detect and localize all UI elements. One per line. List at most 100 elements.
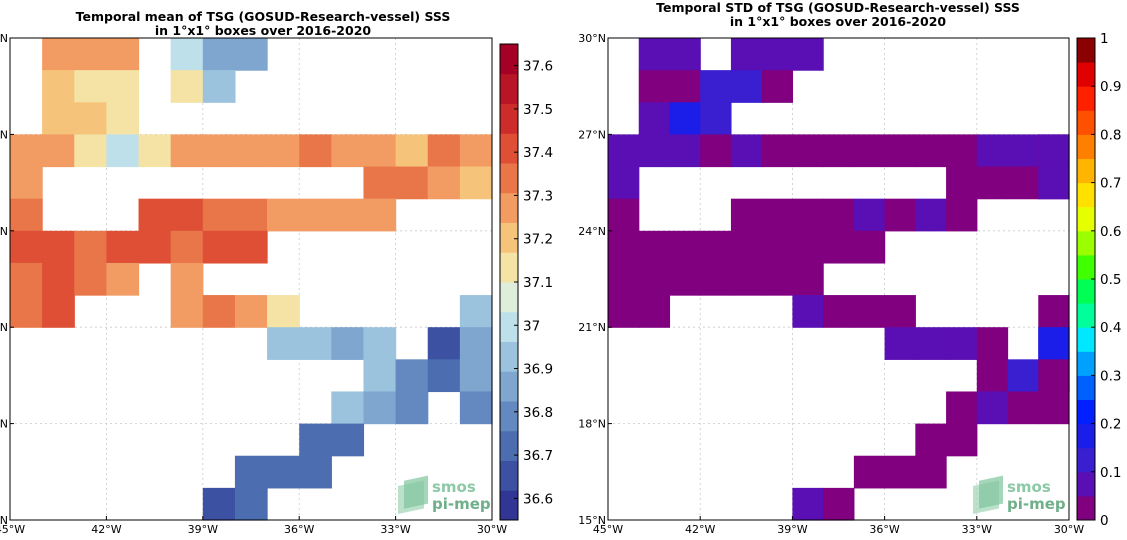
- mean-chart-title-line1: Temporal mean of TSG (GOSUD-Research-ves…: [76, 9, 451, 24]
- std-panel: Temporal STD of TSG (GOSUD-Research-vess…: [578, 0, 1121, 536]
- heatmap-cell: [106, 230, 140, 264]
- colorbar-segment: [500, 371, 518, 402]
- heatmap-cell: [761, 38, 793, 71]
- heatmap-cell: [608, 295, 640, 328]
- mean-heatmap-cells: [10, 38, 493, 521]
- colorbar-tick-label: 1: [1100, 31, 1109, 47]
- heatmap-cell: [459, 134, 493, 168]
- heatmap-cell: [299, 423, 332, 457]
- heatmap-cell: [608, 198, 640, 232]
- heatmap-cell: [1038, 295, 1070, 328]
- heatmap-cell: [976, 134, 1009, 168]
- heatmap-cell: [202, 487, 236, 521]
- colorbar-segment: [500, 103, 518, 134]
- heatmap-cell: [638, 134, 671, 168]
- y-tick-label: 18°N: [578, 418, 606, 431]
- heatmap-cell: [42, 230, 75, 264]
- heatmap-cell: [234, 487, 268, 521]
- heatmap-cell: [42, 70, 75, 103]
- colorbar-segment: [1077, 158, 1095, 184]
- heatmap-cell: [730, 38, 763, 71]
- heatmap-cell: [915, 327, 947, 360]
- colorbar-tick-label: 37.3: [523, 188, 553, 204]
- mean-y-axis: 15°N 18°N 21°N 24°N 27°N 30°N: [0, 32, 14, 527]
- colorbar-tick-label: 36.7: [523, 448, 553, 464]
- colorbar-segment: [1077, 303, 1095, 328]
- heatmap-cell: [1038, 134, 1070, 168]
- y-tick-label: 27°N: [578, 128, 606, 141]
- heatmap-cell: [823, 487, 855, 521]
- heatmap-cell: [884, 198, 916, 232]
- heatmap-cell: [42, 262, 75, 296]
- colorbar-segment: [1077, 327, 1095, 352]
- mean-chart-title-line2: in 1°x1° boxes over 2016-2020: [155, 23, 372, 38]
- heatmap-cell: [823, 198, 855, 232]
- heatmap-cell: [638, 262, 671, 296]
- logo-text-smos: smos: [432, 478, 476, 496]
- colorbar-segment: [1077, 206, 1095, 232]
- logo-text-pi-mep-std: pi-mep: [1007, 495, 1066, 513]
- y-tick-label: 21°N: [578, 321, 606, 334]
- x-tick-label: 36°W: [284, 523, 314, 536]
- heatmap-cell: [106, 102, 140, 135]
- heatmap-cell: [730, 262, 763, 296]
- heatmap-cell: [730, 134, 763, 168]
- x-tick-label: 42°W: [91, 523, 121, 536]
- colorbar-tick-label: 0.2: [1100, 417, 1121, 433]
- heatmap-cell: [1007, 391, 1039, 425]
- colorbar-segment: [500, 341, 518, 372]
- std-y-axis: 15°N 18°N 21°N 24°N 27°N 30°N: [578, 32, 612, 527]
- heatmap-cell: [10, 262, 43, 296]
- heatmap-cell: [915, 198, 947, 232]
- heatmap-cell: [234, 38, 268, 71]
- colorbar-tick-label: 0.1: [1100, 465, 1121, 481]
- heatmap-cell: [459, 166, 493, 200]
- colorbar-segment: [1077, 495, 1095, 521]
- heatmap-cell: [638, 295, 671, 328]
- mean-x-axis: 45°W 42°W 39°W 36°W 33°W 30°W: [0, 516, 507, 536]
- colorbar-segment: [500, 222, 518, 253]
- colorbar-tick-label: 0.8: [1100, 127, 1121, 143]
- heatmap-cell: [363, 391, 397, 425]
- heatmap-cell: [202, 295, 236, 328]
- heatmap-cell: [915, 134, 947, 168]
- colorbar-segment: [500, 252, 518, 283]
- logo-text-pi-mep: pi-mep: [432, 495, 491, 513]
- heatmap-cell: [823, 295, 855, 328]
- heatmap-cell: [946, 198, 978, 232]
- heatmap-cell: [1038, 327, 1070, 360]
- colorbar-tick-label: 37.5: [523, 102, 553, 118]
- heatmap-cell: [267, 295, 300, 328]
- heatmap-cell: [170, 70, 204, 103]
- colorbar-tick-label: 36.8: [523, 405, 553, 421]
- heatmap-cell: [884, 295, 916, 328]
- heatmap-cell: [669, 38, 701, 71]
- x-tick-label: 39°W: [188, 523, 218, 536]
- colorbar-segment: [1077, 86, 1095, 111]
- heatmap-cell: [946, 166, 978, 200]
- colorbar-tick-label: 36.6: [523, 491, 553, 507]
- colorbar-segment: [500, 133, 518, 164]
- heatmap-cell: [638, 102, 671, 135]
- heatmap-cell: [792, 38, 824, 71]
- y-tick-label: 18°N: [0, 418, 8, 431]
- heatmap-cell: [792, 134, 824, 168]
- heatmap-cell: [42, 38, 75, 71]
- colorbar-segment: [1077, 375, 1095, 400]
- colorbar-tick-label: 0.6: [1100, 224, 1121, 240]
- heatmap-cell: [42, 134, 75, 168]
- heatmap-cell: [427, 327, 461, 360]
- heatmap-cell: [853, 198, 886, 232]
- colorbar-segment: [500, 73, 518, 104]
- colorbar-segment: [500, 490, 518, 521]
- heatmap-cell: [915, 423, 947, 457]
- heatmap-cell: [459, 327, 493, 360]
- x-tick-label: 30°W: [477, 523, 507, 536]
- colorbar-segment: [1077, 447, 1095, 473]
- heatmap-cell: [946, 327, 978, 360]
- std-x-axis: 45°W 42°W 39°W 36°W 33°W 30°W: [593, 516, 1084, 536]
- heatmap-cell: [976, 166, 1009, 200]
- heatmap-cell: [638, 38, 671, 71]
- heatmap-cell: [74, 262, 107, 296]
- heatmap-cell: [234, 134, 268, 168]
